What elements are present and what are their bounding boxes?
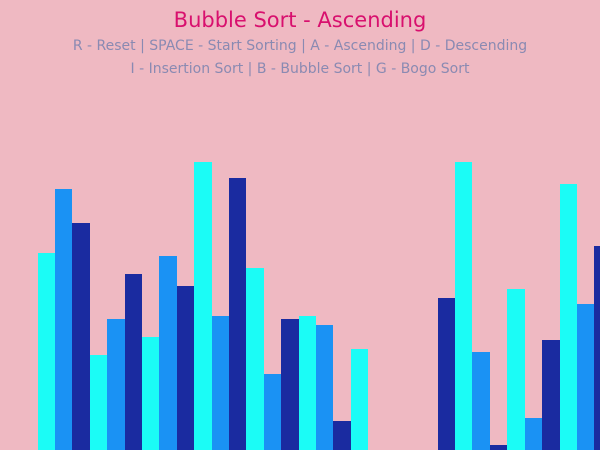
sort-bar	[90, 355, 107, 450]
sort-bar	[107, 319, 125, 450]
sort-bar	[525, 418, 542, 450]
sort-bar	[299, 316, 316, 450]
controls-help-line-2: I - Insertion Sort | B - Bubble Sort | G…	[130, 61, 470, 77]
sort-bar	[125, 274, 142, 450]
sort-bar	[159, 256, 177, 450]
sort-bar	[577, 304, 594, 450]
sort-bar	[507, 289, 525, 450]
sort-bar	[316, 325, 333, 450]
sort-bar	[594, 246, 600, 450]
sort-bar	[264, 374, 281, 450]
sort-bar	[55, 189, 72, 450]
sort-bar	[455, 162, 472, 450]
sort-bar	[472, 352, 490, 450]
sort-bar	[351, 349, 368, 450]
sort-bar	[246, 268, 264, 450]
sort-bar	[438, 298, 455, 450]
controls-help-line-1: R - Reset | SPACE - Start Sorting | A - …	[72, 38, 528, 54]
sort-bar	[38, 253, 55, 450]
sort-bar	[177, 286, 194, 450]
sort-bar	[72, 223, 90, 450]
window-title: Bubble Sort - Ascending	[173, 8, 427, 32]
sort-bar	[229, 178, 246, 450]
sort-bar	[560, 184, 577, 450]
sort-bar	[542, 340, 560, 450]
sort-bar	[281, 319, 299, 450]
sort-bar	[333, 421, 351, 450]
sort-bar	[212, 316, 229, 450]
sort-bar	[142, 337, 159, 450]
sort-bar	[490, 445, 507, 450]
sort-bar	[194, 162, 212, 450]
